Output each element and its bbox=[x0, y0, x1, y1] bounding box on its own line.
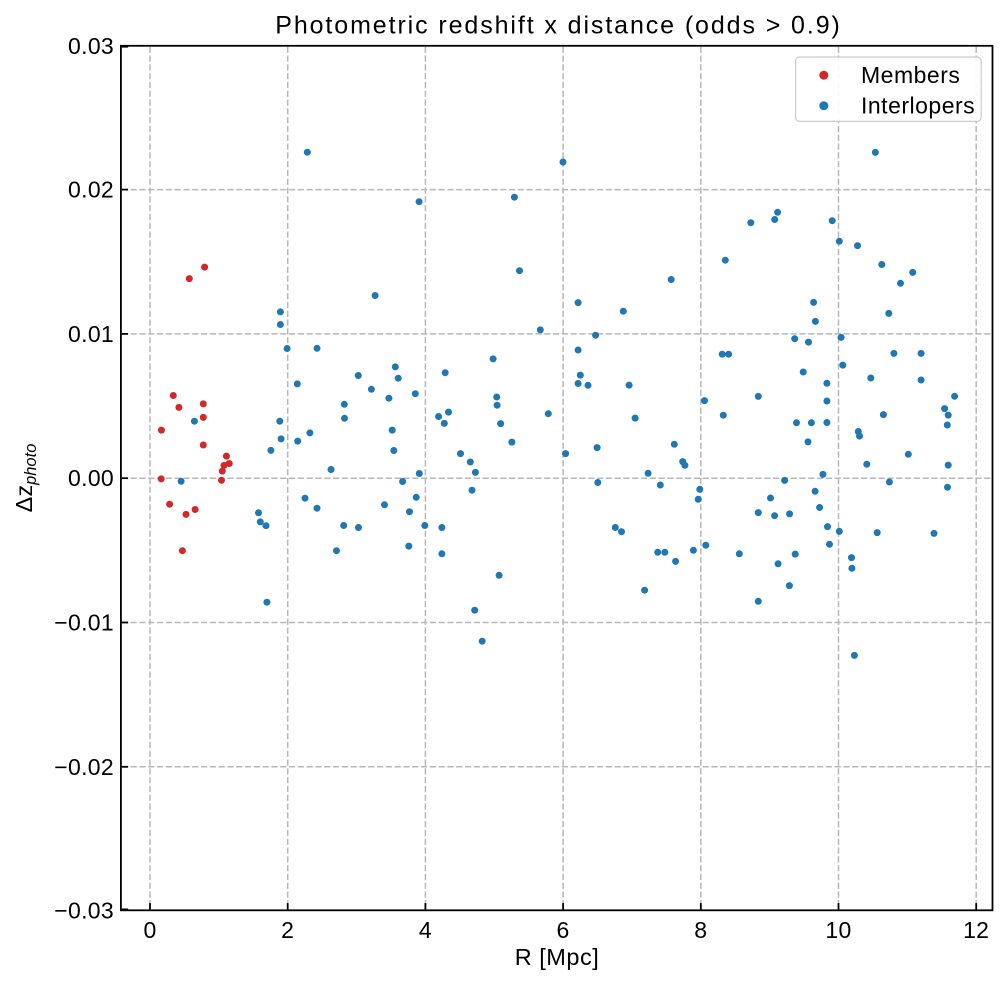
svg-text:0.00: 0.00 bbox=[68, 465, 114, 491]
svg-text:Interlopers: Interlopers bbox=[861, 93, 975, 119]
svg-text:2: 2 bbox=[281, 917, 294, 943]
svg-text:10: 10 bbox=[825, 917, 851, 943]
svg-text:Photometric redshift x distanc: Photometric redshift x distance (odds > … bbox=[275, 11, 841, 39]
svg-text:0.02: 0.02 bbox=[68, 177, 114, 203]
svg-text:6: 6 bbox=[557, 917, 570, 943]
svg-text:−0.01: −0.01 bbox=[54, 610, 114, 636]
svg-text:0.01: 0.01 bbox=[68, 321, 114, 347]
svg-text:−0.02: −0.02 bbox=[54, 754, 114, 780]
svg-text:12: 12 bbox=[963, 917, 989, 943]
svg-text:R [Mpc]: R [Mpc] bbox=[515, 944, 599, 970]
svg-text:0.03: 0.03 bbox=[68, 33, 114, 59]
svg-text:Members: Members bbox=[861, 62, 960, 88]
svg-text:8: 8 bbox=[694, 917, 707, 943]
svg-text:−0.03: −0.03 bbox=[54, 897, 114, 923]
svg-text:0: 0 bbox=[143, 917, 156, 943]
svg-text:4: 4 bbox=[419, 917, 432, 943]
